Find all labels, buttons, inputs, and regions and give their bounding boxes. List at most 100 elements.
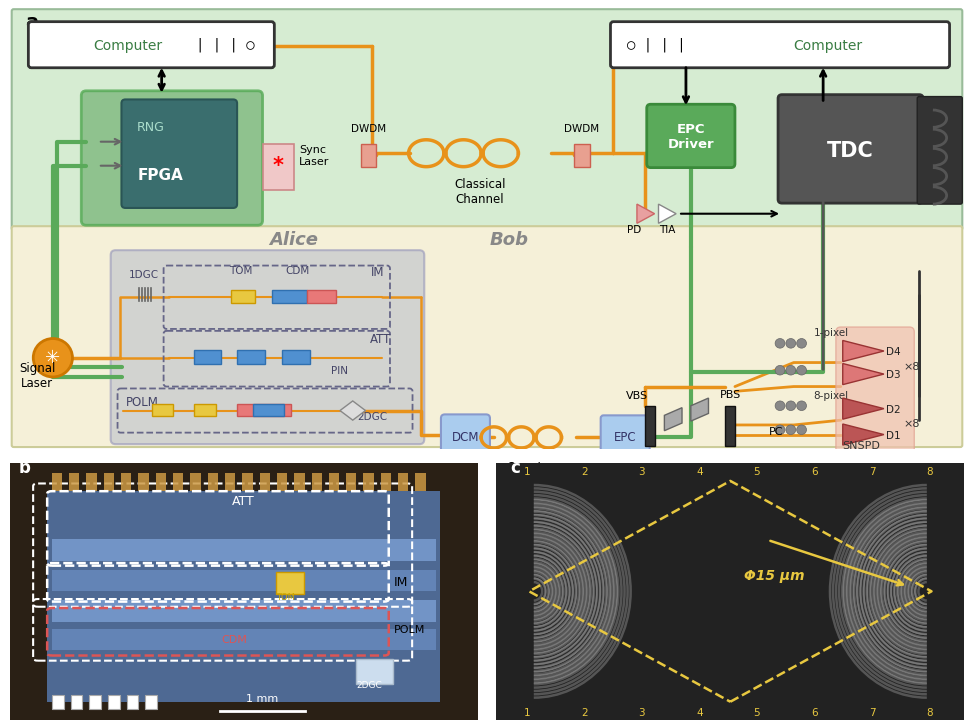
Text: 1: 1 bbox=[523, 708, 530, 718]
Text: 5: 5 bbox=[754, 708, 761, 718]
Text: 1 mm: 1 mm bbox=[246, 694, 279, 704]
Circle shape bbox=[797, 366, 806, 375]
Bar bbox=[231, 289, 255, 303]
Text: DCM: DCM bbox=[452, 431, 479, 444]
Circle shape bbox=[775, 401, 785, 411]
Circle shape bbox=[33, 339, 72, 377]
Text: 7: 7 bbox=[869, 467, 876, 477]
Bar bbox=[152, 403, 173, 417]
Text: *: * bbox=[273, 156, 283, 176]
Polygon shape bbox=[843, 424, 883, 445]
Text: 6: 6 bbox=[811, 708, 818, 718]
Text: 3: 3 bbox=[639, 708, 645, 718]
FancyBboxPatch shape bbox=[441, 414, 490, 459]
Circle shape bbox=[786, 425, 796, 435]
Circle shape bbox=[797, 425, 806, 435]
Circle shape bbox=[775, 366, 785, 375]
Text: IM: IM bbox=[393, 576, 408, 589]
Text: Classical
Channel: Classical Channel bbox=[455, 178, 506, 206]
Bar bbox=[104, 473, 114, 491]
Text: 7: 7 bbox=[869, 708, 876, 718]
Circle shape bbox=[786, 366, 796, 375]
FancyBboxPatch shape bbox=[81, 91, 263, 225]
Text: ×8: ×8 bbox=[904, 362, 920, 372]
Text: TIA: TIA bbox=[659, 225, 676, 235]
Text: ATT: ATT bbox=[233, 495, 255, 508]
Bar bbox=[282, 350, 310, 364]
Bar bbox=[243, 473, 252, 491]
FancyBboxPatch shape bbox=[918, 97, 962, 204]
Bar bbox=[273, 289, 307, 303]
Circle shape bbox=[775, 425, 785, 435]
FancyBboxPatch shape bbox=[601, 415, 650, 457]
Text: 2: 2 bbox=[581, 467, 587, 477]
FancyBboxPatch shape bbox=[778, 95, 923, 203]
Text: CDM: CDM bbox=[221, 635, 247, 645]
FancyBboxPatch shape bbox=[12, 9, 962, 230]
Bar bbox=[277, 473, 287, 491]
Text: DWDM: DWDM bbox=[565, 124, 600, 134]
Text: TOM: TOM bbox=[277, 593, 295, 601]
Polygon shape bbox=[658, 204, 676, 223]
Text: 1DGC: 1DGC bbox=[130, 270, 160, 280]
Bar bbox=[52, 569, 435, 591]
Text: 8: 8 bbox=[926, 467, 933, 477]
Text: 2: 2 bbox=[581, 708, 587, 718]
Bar bbox=[356, 659, 393, 684]
Bar bbox=[260, 473, 270, 491]
Bar bbox=[237, 403, 291, 417]
Bar bbox=[145, 695, 157, 710]
Text: 4: 4 bbox=[696, 708, 702, 718]
Text: PD: PD bbox=[627, 225, 641, 235]
Text: 1-pixel: 1-pixel bbox=[813, 328, 848, 337]
Text: | | | ○: | | | ○ bbox=[196, 38, 254, 52]
Bar bbox=[237, 350, 265, 364]
Bar bbox=[263, 144, 294, 190]
Bar bbox=[363, 473, 374, 491]
Text: 5: 5 bbox=[754, 467, 761, 477]
Text: Signal
Laser: Signal Laser bbox=[19, 361, 56, 390]
Bar bbox=[138, 473, 149, 491]
Circle shape bbox=[775, 339, 785, 348]
Text: PIN: PIN bbox=[331, 366, 348, 376]
FancyBboxPatch shape bbox=[122, 100, 237, 208]
Text: D1: D1 bbox=[886, 430, 901, 441]
Text: FPGA: FPGA bbox=[137, 168, 183, 182]
Bar bbox=[194, 403, 215, 417]
Text: 1: 1 bbox=[523, 467, 530, 477]
Bar bbox=[207, 473, 218, 491]
Text: Quantum
Channel: Quantum Channel bbox=[506, 460, 562, 489]
Circle shape bbox=[786, 401, 796, 411]
Polygon shape bbox=[637, 204, 655, 223]
Bar bbox=[127, 695, 138, 710]
FancyBboxPatch shape bbox=[12, 226, 962, 447]
Text: VBS: VBS bbox=[626, 391, 648, 401]
Bar bbox=[225, 473, 236, 491]
Circle shape bbox=[797, 339, 806, 348]
Text: ATT: ATT bbox=[370, 334, 392, 346]
Text: IM: IM bbox=[370, 266, 384, 279]
Bar bbox=[156, 473, 166, 491]
Bar bbox=[294, 473, 305, 491]
Bar bbox=[194, 350, 221, 364]
Text: Φ15 μm: Φ15 μm bbox=[744, 569, 805, 583]
Text: 4: 4 bbox=[696, 467, 702, 477]
Text: TOM: TOM bbox=[229, 266, 252, 276]
Text: DWDM: DWDM bbox=[351, 124, 386, 134]
Bar bbox=[47, 491, 440, 702]
Bar bbox=[346, 473, 356, 491]
Text: a: a bbox=[25, 13, 39, 33]
Text: POLM: POLM bbox=[126, 395, 158, 409]
Text: Alice: Alice bbox=[270, 231, 318, 249]
Text: TDC: TDC bbox=[827, 141, 874, 161]
Text: PC: PC bbox=[769, 427, 784, 436]
Text: SNSPD: SNSPD bbox=[843, 441, 880, 451]
Bar bbox=[70, 695, 82, 710]
Bar bbox=[253, 403, 284, 417]
Text: 6: 6 bbox=[811, 467, 818, 477]
Polygon shape bbox=[843, 398, 883, 419]
Bar bbox=[87, 473, 96, 491]
Text: EPC: EPC bbox=[614, 431, 636, 444]
Text: D2: D2 bbox=[886, 405, 901, 414]
Text: 2DGC: 2DGC bbox=[357, 412, 388, 422]
